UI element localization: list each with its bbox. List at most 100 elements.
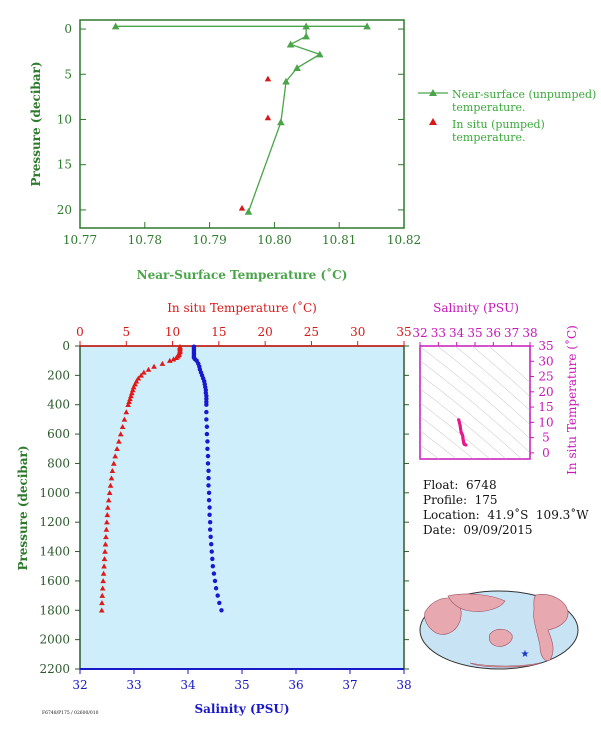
temperature-point — [102, 548, 108, 554]
salinity-tick-label: 36 — [288, 678, 303, 692]
temperature-point — [99, 600, 105, 606]
temperature-point — [100, 570, 107, 576]
salinity-point — [206, 475, 211, 481]
map-land-asia — [447, 593, 506, 612]
temperature-point — [130, 384, 137, 390]
temperature-point — [103, 526, 110, 532]
temperature-point — [141, 369, 147, 375]
density-contour — [437, 346, 530, 425]
info-location: Location: 41.9˚S 109.3˚W — [423, 508, 589, 522]
ts-plot-frame — [419, 345, 531, 460]
density-contour — [420, 388, 507, 459]
density-contour — [420, 346, 530, 439]
temperature-point — [145, 366, 152, 372]
ts-point — [458, 426, 463, 431]
salinity-point — [213, 586, 219, 591]
temperature-point — [105, 497, 112, 503]
ts-x-tick-label: 32 — [412, 326, 427, 340]
pressure-tick-label: 0 — [62, 339, 70, 353]
near-surface-point — [277, 118, 285, 126]
near-surface-point — [111, 22, 120, 30]
ts-point — [458, 424, 462, 428]
info-date: Date: 09/09/2015 — [423, 523, 533, 537]
salinity-profile-series — [191, 344, 224, 613]
temperature-point — [110, 460, 117, 466]
salinity-point — [206, 490, 212, 496]
pressure-tick-label: 2000 — [39, 633, 70, 647]
temperature-tick-label: 25 — [304, 325, 319, 339]
info-profile: Profile: 175 — [423, 493, 498, 507]
salinity-ticks: 32 33 34 35 36 37 38 — [72, 669, 412, 692]
salinity-point — [204, 417, 209, 422]
legend-marker-near-surface — [429, 89, 437, 96]
temperature-point — [109, 467, 116, 474]
near-surface-point — [282, 77, 290, 85]
temperature-point — [129, 387, 136, 393]
temperature-point — [129, 390, 135, 396]
salinity-point — [210, 564, 216, 569]
near-surface-plot-frame — [79, 19, 405, 229]
salinity-point — [210, 556, 215, 562]
density-contour — [420, 416, 474, 459]
pressure-tick-label: 600 — [47, 427, 70, 441]
legend-marker-in-situ — [429, 118, 437, 125]
temperature-point — [108, 475, 115, 481]
near-surface-x-tick-label: 10.79 — [192, 233, 226, 247]
ts-y-tick-label: 35 — [538, 339, 553, 353]
ts-x-tick-label: 37 — [504, 326, 519, 340]
temperature-point — [116, 438, 122, 444]
ts-x-tick-label: 36 — [486, 326, 501, 340]
temperature-point — [101, 556, 108, 562]
temperature-axis-title: In situ Temperature (˚C) — [167, 300, 317, 315]
temperature-tick-label: 30 — [350, 325, 365, 339]
salinity-point — [206, 497, 212, 503]
salinity-point — [217, 600, 222, 606]
salinity-point — [209, 549, 214, 554]
in-situ-point — [238, 204, 246, 211]
salinity-point — [212, 578, 218, 584]
in-situ-point — [264, 114, 272, 121]
salinity-point — [205, 439, 210, 444]
near-surface-y-tick-label: 20 — [57, 203, 72, 217]
temperature-tick-label: 20 — [258, 325, 273, 339]
temperature-point — [170, 356, 177, 362]
near-surface-x-tick-label: 10.81 — [322, 233, 356, 247]
near-surface-y-tick-label: 15 — [57, 158, 72, 172]
near-surface-x-tick-label: 10.80 — [257, 233, 291, 247]
pressure-tick-label: 1000 — [39, 486, 70, 500]
salinity-point — [219, 608, 224, 613]
pressure-tick-label: 1800 — [39, 603, 70, 617]
temperature-point — [117, 431, 124, 437]
map-land-americas — [533, 594, 569, 661]
profile-plot-area — [80, 346, 404, 669]
salinity-point — [205, 446, 210, 451]
salinity-point — [208, 534, 213, 540]
salinity-point — [206, 468, 211, 473]
temperature-point — [121, 416, 128, 422]
pressure-tick-label: 800 — [47, 456, 70, 470]
density-contour — [454, 346, 530, 411]
map-land-australia — [488, 628, 513, 647]
ts-x-tick-label: 38 — [522, 326, 537, 340]
temperature-point — [102, 541, 109, 547]
ts-y-tick-label: 0 — [542, 446, 550, 460]
temperature-point — [127, 396, 133, 402]
salinity-point — [209, 542, 214, 547]
pressure-tick-label: 1600 — [39, 574, 70, 588]
temperature-point — [112, 453, 118, 459]
pressure-tick-label: 1400 — [39, 545, 70, 559]
salinity-point — [204, 402, 209, 407]
near-surface-line — [115, 25, 368, 212]
float-location-marker: ★ — [521, 649, 530, 660]
temperature-tick-label: 10 — [165, 325, 180, 339]
temperature-tick-label: 5 — [122, 325, 130, 339]
salinity-point — [207, 519, 213, 525]
ts-x-tick-label: 35 — [467, 326, 482, 340]
legend-in-situ-label: In situ (pumped) temperature. — [452, 118, 545, 144]
temperature-point — [125, 401, 131, 407]
salinity-point — [205, 461, 211, 466]
ts-point — [464, 443, 468, 447]
ts-y-title: In situ Temperature (˚C) — [564, 325, 579, 475]
